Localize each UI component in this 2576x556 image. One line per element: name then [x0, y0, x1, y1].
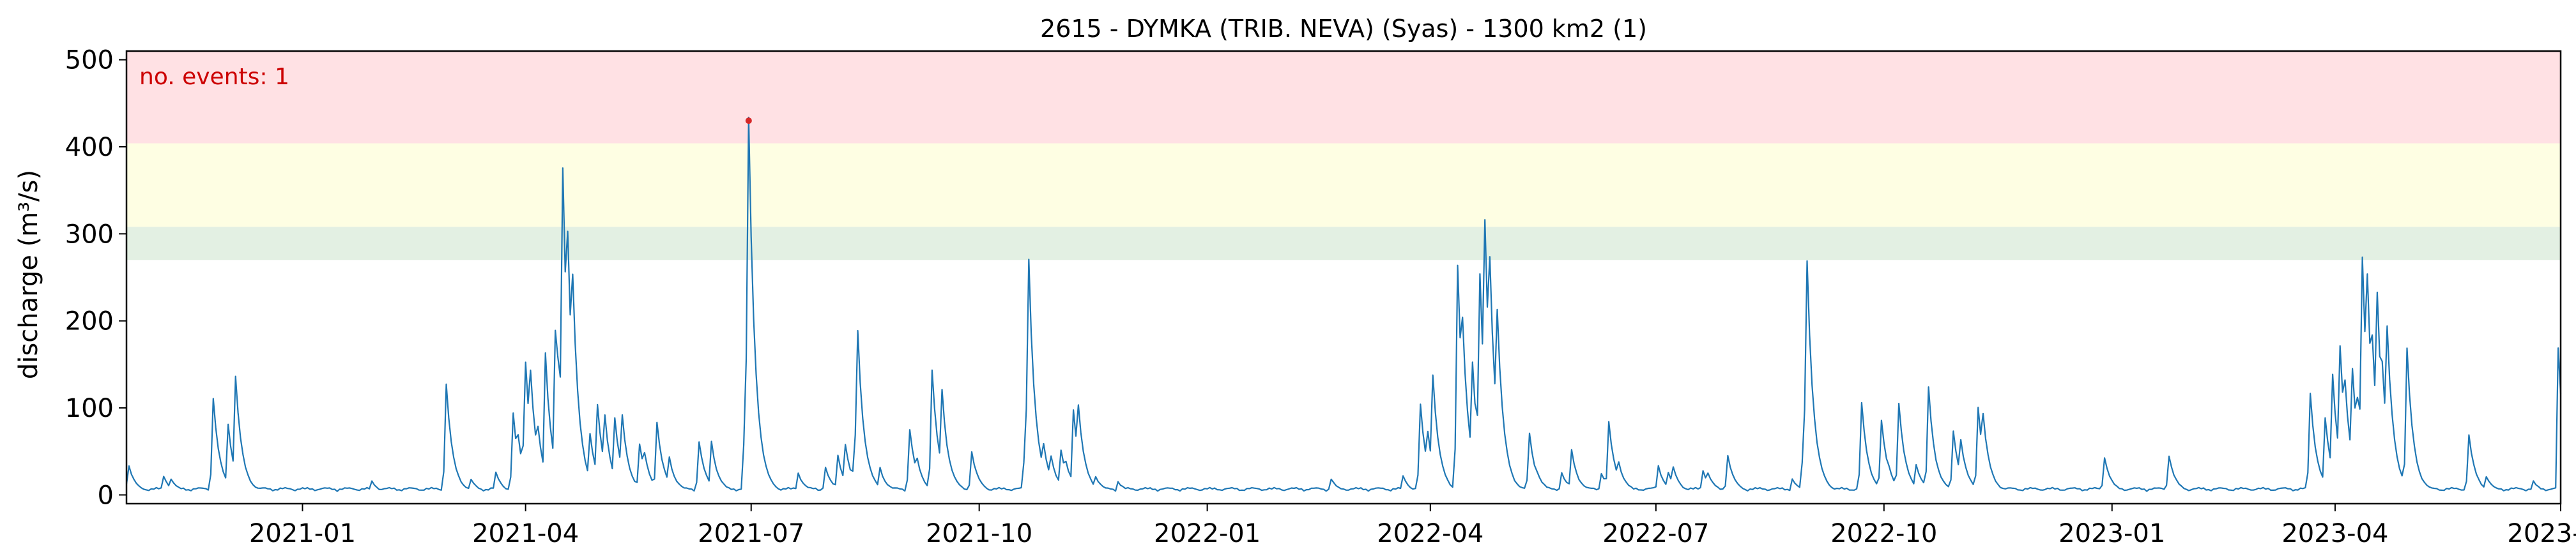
threshold-band-3 — [126, 51, 2561, 144]
y-tick-label: 400 — [65, 133, 114, 162]
x-tick-label: 2022-01 — [1154, 519, 1261, 548]
threshold-bands — [126, 51, 2561, 260]
threshold-band-2 — [126, 143, 2561, 227]
chart-title: 2615 - DYMKA (TRIB. NEVA) (Syas) - 1300 … — [1040, 15, 1647, 43]
x-tick-label: 2021-01 — [249, 519, 356, 548]
x-tick-label: 2022-07 — [1602, 519, 1709, 548]
x-tick-label: 2022-10 — [1830, 519, 1937, 548]
y-tick-label: 0 — [98, 481, 114, 510]
discharge-series-line — [125, 116, 2562, 492]
x-tick-label: 2021-04 — [472, 519, 579, 548]
y-tick-label: 200 — [65, 307, 114, 336]
event-marker — [745, 117, 752, 124]
y-tick-label: 300 — [65, 220, 114, 249]
plot-frame — [125, 50, 2562, 505]
x-tick-label: 2021-10 — [926, 519, 1032, 548]
x-tick-label: 2023-04 — [2281, 519, 2388, 548]
axis-ticks: 0 100 200 300 400 500 2021-01 2021-04 2021-07 202… — [65, 46, 2576, 548]
x-tick-label: 2023-01 — [2058, 519, 2165, 548]
y-axis-label: discharge (m³/s) — [14, 170, 43, 379]
y-tick-label: 100 — [65, 394, 114, 423]
y-tick-label: 500 — [65, 46, 114, 75]
x-tick-label: 2022-04 — [1377, 519, 1483, 548]
x-tick-label: 2023-07 — [2507, 519, 2576, 548]
threshold-band-1 — [126, 227, 2561, 260]
events-count-annotation: no. events: 1 — [139, 64, 289, 90]
x-tick-label: 2021-07 — [698, 519, 804, 548]
